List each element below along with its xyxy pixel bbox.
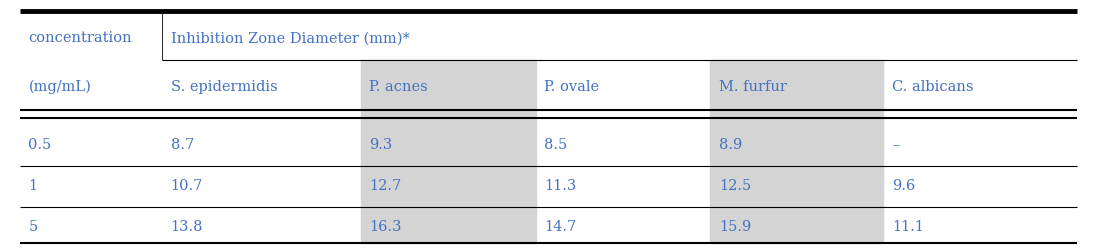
Text: P. ovale: P. ovale xyxy=(544,80,599,94)
Text: 12.7: 12.7 xyxy=(369,179,402,193)
Text: 14.7: 14.7 xyxy=(544,220,577,234)
Text: 8.9: 8.9 xyxy=(719,138,742,152)
Text: –: – xyxy=(892,138,900,152)
Text: 11.3: 11.3 xyxy=(544,179,577,193)
Text: 9.3: 9.3 xyxy=(369,138,392,152)
Text: P. acnes: P. acnes xyxy=(369,80,428,94)
Text: 10.7: 10.7 xyxy=(171,179,203,193)
Text: 13.8: 13.8 xyxy=(171,220,203,234)
Text: 11.1: 11.1 xyxy=(892,220,924,234)
Text: 16.3: 16.3 xyxy=(369,220,402,234)
Text: concentration: concentration xyxy=(28,31,132,45)
Text: 9.6: 9.6 xyxy=(892,179,915,193)
Text: (mg/mL): (mg/mL) xyxy=(28,80,92,94)
Text: 1: 1 xyxy=(28,179,37,193)
Bar xyxy=(710,60,883,243)
Text: 8.7: 8.7 xyxy=(171,138,193,152)
Text: C. albicans: C. albicans xyxy=(892,80,974,94)
Text: 0.5: 0.5 xyxy=(28,138,51,152)
Text: M. furfur: M. furfur xyxy=(719,80,787,94)
Text: 8.5: 8.5 xyxy=(544,138,567,152)
Text: 15.9: 15.9 xyxy=(719,220,752,234)
Text: 5: 5 xyxy=(28,220,37,234)
Text: 12.5: 12.5 xyxy=(719,179,752,193)
Text: Inhibition Zone Diameter (mm)*: Inhibition Zone Diameter (mm)* xyxy=(171,31,410,45)
Bar xyxy=(361,60,536,243)
Text: S. epidermidis: S. epidermidis xyxy=(171,80,278,94)
